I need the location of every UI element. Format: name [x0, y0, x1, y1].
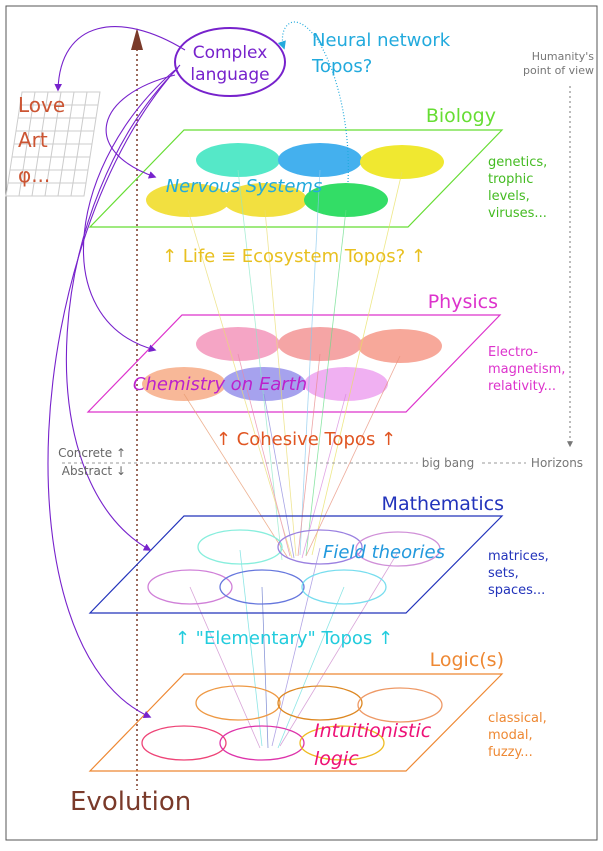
biology-plane	[88, 129, 504, 228]
mathematics-cells	[147, 529, 441, 605]
biology-example-3: levels,	[488, 189, 530, 204]
biology-title: Biology	[426, 105, 496, 127]
complex-language-bubble	[174, 27, 286, 97]
mathematics-title: Mathematics	[382, 493, 504, 515]
mathematics-center: Field theories	[323, 542, 445, 563]
logic-cells	[141, 685, 443, 761]
big-bang-label: big bang	[422, 456, 475, 470]
logic-example-2: modal,	[488, 728, 533, 743]
culture-grid	[5, 91, 101, 197]
logic-example-3: fuzzy...	[488, 745, 533, 760]
complex-language-line2: language	[190, 65, 269, 85]
biology-example-4: viruses...	[488, 206, 547, 221]
logic-example-1: classical,	[488, 711, 547, 726]
mathematics-plane	[88, 515, 504, 614]
physics-example-1: Electro-	[488, 345, 538, 360]
complex-language-line1: Complex	[193, 43, 268, 63]
connection-lines	[183, 169, 403, 749]
neural-network-arrow	[277, 21, 349, 183]
neural-network-line1: Neural network	[312, 30, 451, 51]
physics-example-2: magnetism,	[488, 362, 565, 377]
abstract-label: Abstract ↓	[62, 464, 126, 478]
evolution-label: Evolution	[70, 787, 191, 817]
biology-center: Nervous Systems	[166, 176, 323, 197]
elementary-topos: ↑ "Elementary" Topos ↑	[175, 628, 393, 649]
logic-center-line1: Intuitionistic	[314, 720, 432, 742]
mathematics-example-2: sets,	[488, 566, 519, 581]
culture-art: Art	[18, 128, 48, 152]
physics-title: Physics	[428, 291, 498, 313]
neural-network-line2: Topos?	[311, 56, 372, 77]
life-ecosystem-topos: ↑ Life ≡ Ecosystem Topos? ↑	[162, 246, 426, 267]
physics-center: Chemistry on Earth	[133, 374, 307, 395]
biology-example-1: genetics,	[488, 155, 547, 170]
physics-plane	[86, 314, 502, 413]
cohesive-topos: ↑ Cohesive Topos ↑	[216, 429, 396, 450]
humanity-line1: Humanity's	[532, 50, 595, 63]
concrete-label: Concrete ↑	[58, 446, 126, 460]
physics-example-3: relativity...	[488, 379, 556, 394]
biology-example-2: trophic	[488, 172, 533, 187]
horizons-label: Horizons	[531, 456, 583, 470]
logic-title: Logic(s)	[430, 649, 504, 671]
culture-phi: φ...	[18, 163, 50, 187]
language-arrows	[47, 26, 186, 718]
logic-center-line2: logic	[314, 748, 359, 770]
mathematics-example-1: matrices,	[488, 549, 549, 564]
horizons-label-bg	[526, 455, 592, 471]
evolution-arrowhead	[131, 28, 143, 50]
big-bang-label-bg	[418, 455, 480, 471]
logic-plane	[88, 673, 504, 772]
biology-cells	[146, 143, 444, 217]
mathematics-example-3: spaces...	[488, 583, 545, 598]
humanity-line2: point of view	[523, 64, 594, 77]
frame	[5, 5, 598, 841]
culture-love: Love	[18, 93, 65, 117]
